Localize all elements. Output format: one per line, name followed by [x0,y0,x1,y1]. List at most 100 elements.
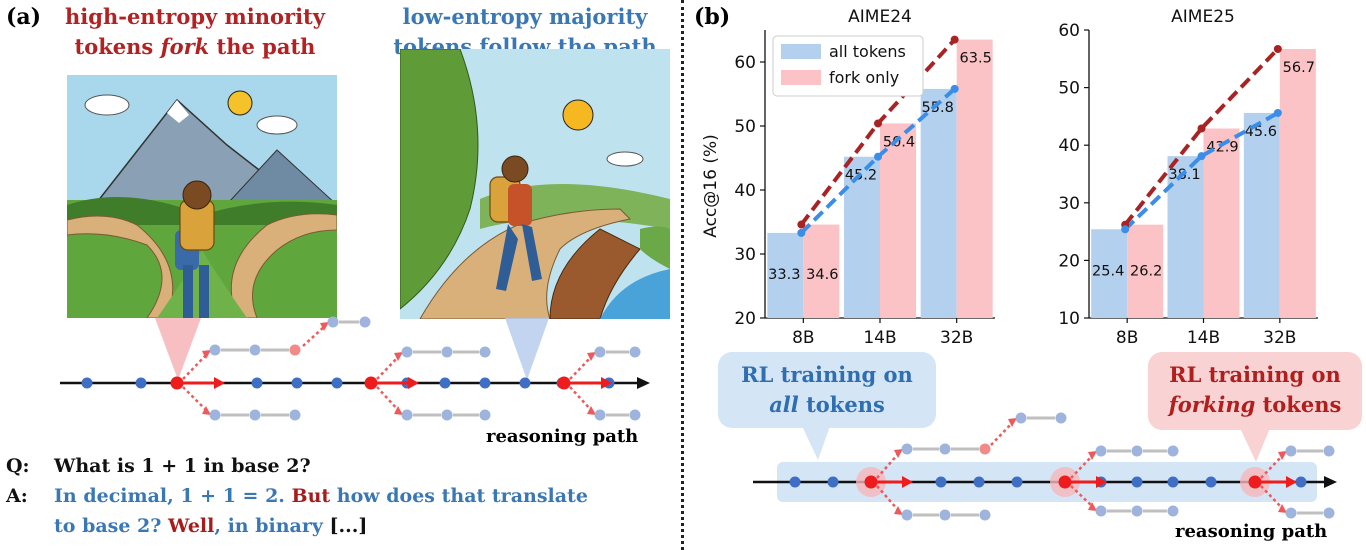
data-label-fork-only: 42.9 [1206,139,1238,155]
branch-arrow [302,325,326,347]
branch-token [629,346,641,358]
branch-token [1167,445,1179,457]
y-tick-label: 40 [734,181,756,201]
branch-arrow-head [1008,418,1017,427]
branch-token [939,509,951,521]
branch-token [441,409,453,421]
token [519,377,531,389]
branch-token [1095,505,1107,517]
x-tick-label: 14B [1187,328,1220,345]
branch-token [441,346,453,358]
branch-arrow-head [587,352,596,361]
token [251,377,263,389]
callout-fork-line1: RL training on [1169,362,1341,387]
y-tick-label: 20 [1058,251,1080,271]
y-tick-label: 30 [734,245,756,265]
answer-line-2: to base 2? Well, in binary [...] [54,515,368,537]
callout-all-pointer [802,426,830,460]
token [935,476,947,488]
branch-token [209,409,221,421]
branch-arrow [1260,454,1284,479]
accuracy-charts: AIME24 20 30 40 50 60 Acc@16 (%) 8B 33.3 34.6 14B 4… [701,7,1318,345]
bar-all-tokens [844,156,880,318]
token [1205,476,1217,488]
x-tick-label: 32B [940,328,973,345]
y-tick-label: 60 [1058,21,1080,41]
token [973,476,985,488]
trend-point-fork-only [874,119,882,128]
data-label-fork-only: 26.2 [1130,263,1162,279]
bar-fork-only [956,39,993,318]
callout-all-line1: RL training on [741,362,913,387]
trend-point-fork-only [1197,124,1206,133]
zoom-wedges [155,318,549,380]
x-tick-label: 14B [863,328,896,345]
y-tick-label: 10 [1058,309,1080,329]
callout-fork-line2: forking tokens [1168,392,1342,417]
chart-title: AIME24 [848,7,912,27]
trend-point-all-tokens [1121,225,1130,234]
branch-arrow [569,386,593,412]
branch-token [401,409,413,421]
token-path-diagram-b [753,412,1337,521]
branch-arrow-head [202,350,211,359]
y-tick-label: 50 [734,117,756,137]
branch-token [1323,445,1335,457]
token [439,377,451,389]
branch-token [249,344,261,356]
y-tick-label: 30 [1058,194,1080,214]
x-tick-label: 32B [1263,328,1296,345]
legend-label: fork only [829,68,899,87]
chart-title: AIME25 [1171,7,1235,27]
token [827,476,839,488]
data-label-fork-only: 34.6 [806,267,838,283]
bar-fork-only [1127,224,1164,318]
branch-token [289,409,301,421]
token-path-diagram-a [60,316,650,421]
branch-token [594,346,606,358]
branch-arrow-head [394,352,403,361]
fork-token [170,376,184,390]
trend-line-fork-only [1123,47,1280,226]
question-text: What is 1 + 1 in base 2? [54,455,311,477]
branch-token [1167,505,1179,517]
hiker-at-fork-illustration [67,75,337,318]
panel-a-label: (a) [6,4,42,30]
data-label-fork-only: 56.7 [1283,60,1315,76]
token [789,476,801,488]
y-tick-label: 20 [734,309,756,329]
x-tick-label: 8B [792,328,814,345]
fork-zoom-wedge [155,318,201,380]
trend-point-all-tokens [797,228,806,237]
token [135,377,147,389]
trend-point-all-tokens [950,84,959,93]
bar-all-tokens [1091,229,1128,318]
branch-arrow [376,355,400,380]
fork-token [557,376,571,390]
branch-arrow-head [1278,451,1287,460]
main-path-arrow-head [1324,476,1337,488]
fork-token [1248,475,1262,489]
branch-token [479,409,491,421]
bar-all-tokens [1167,156,1204,318]
branch-arrow-head [1088,502,1097,511]
legend-swatch [781,70,821,85]
fork-main-arrow-head [408,377,419,389]
data-label-fork-only: 63.5 [960,51,992,67]
y-tick-label: 60 [734,53,756,73]
bar-fork-only [803,224,840,318]
token [479,377,491,389]
branch-token [901,509,913,521]
branch-arrow-head [202,406,211,415]
branch-arrow-head [1088,451,1097,460]
branch-token [1095,445,1107,457]
branch-token [327,316,339,328]
branch-token [359,316,371,328]
token [1295,476,1307,488]
bar-all-tokens [920,88,957,318]
trend-point-all-tokens [874,152,882,161]
callout-fork-pointer [1240,428,1270,462]
panel-b-label: (b) [694,4,731,30]
token [1131,476,1143,488]
